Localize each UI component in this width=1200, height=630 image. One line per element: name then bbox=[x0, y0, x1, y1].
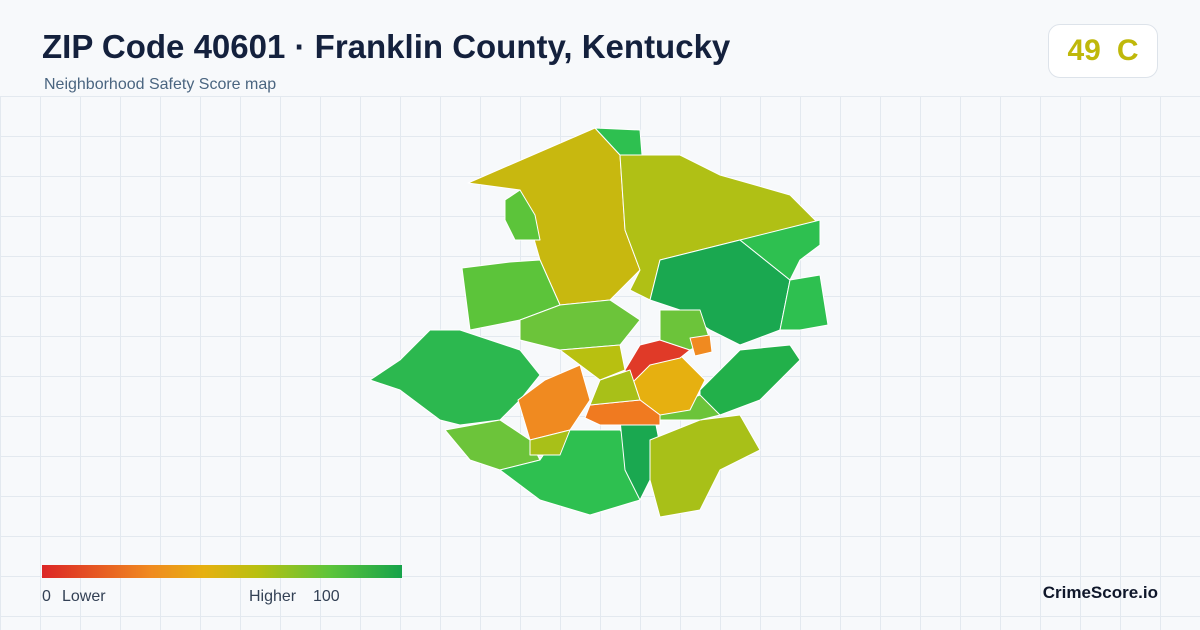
legend-max: 100 bbox=[313, 588, 340, 605]
score-value: 49 bbox=[1067, 34, 1101, 67]
legend-min-label: Lower bbox=[62, 588, 106, 605]
title: ZIP Code 40601 · Franklin County, Kentuc… bbox=[42, 28, 731, 65]
score-badge: 49 C bbox=[1048, 24, 1158, 78]
brand: CrimeScore.io bbox=[1042, 583, 1158, 602]
legend-min: 0 bbox=[42, 588, 51, 605]
legend-gradient bbox=[42, 565, 402, 578]
legend-max-label: Higher bbox=[249, 588, 297, 605]
regions bbox=[369, 127, 829, 518]
subtitle: Neighborhood Safety Score map bbox=[44, 76, 277, 93]
score-grade: C bbox=[1116, 34, 1139, 67]
